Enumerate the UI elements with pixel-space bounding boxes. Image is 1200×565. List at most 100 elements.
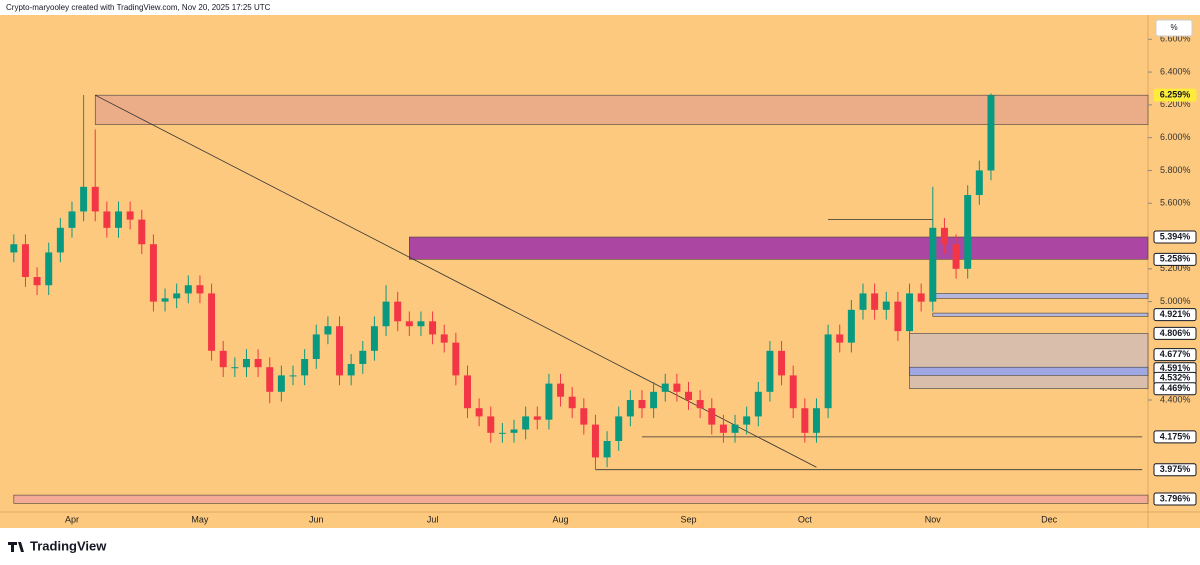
- candle-body: [161, 298, 169, 302]
- candle-body: [68, 211, 76, 228]
- candle-body: [417, 321, 425, 327]
- candle-body: [359, 350, 367, 364]
- candle-body: [603, 441, 611, 458]
- candle-body: [452, 342, 460, 376]
- price-badge-label: 4.469%: [1160, 383, 1191, 393]
- candle-body: [568, 396, 576, 409]
- candle-body: [91, 186, 99, 212]
- candle-body: [370, 326, 378, 351]
- candle-body: [626, 400, 634, 417]
- candle-body: [80, 186, 88, 212]
- candle-body: [405, 321, 413, 327]
- zone: [932, 293, 1149, 299]
- price-badge: [1153, 88, 1197, 102]
- candle-body: [301, 359, 309, 376]
- candle-body: [766, 350, 774, 392]
- candle-body: [289, 375, 297, 377]
- candle-body: [533, 416, 541, 420]
- candle-body: [312, 334, 320, 360]
- footer-bar: [0, 528, 1200, 565]
- drawn-line: [95, 94, 817, 468]
- candle-body: [987, 95, 995, 171]
- candle-body: [219, 350, 227, 368]
- candle-body: [487, 416, 495, 433]
- candle-body: [149, 244, 157, 302]
- candle-body: [545, 383, 553, 420]
- candle-body: [440, 334, 448, 343]
- candle-body: [952, 244, 960, 269]
- x-tick-label: Sep: [681, 514, 697, 524]
- price-badge-label: 4.921%: [1160, 309, 1191, 319]
- price-badge-label: 3.975%: [1160, 464, 1191, 474]
- candle-body: [266, 367, 274, 392]
- candle-body: [33, 277, 41, 286]
- zone: [13, 494, 1149, 504]
- candle-body: [743, 416, 751, 425]
- footer-logo: TradingView: [30, 538, 107, 553]
- candle-body: [10, 244, 18, 253]
- candle-body: [964, 195, 972, 269]
- x-tick-label: Jun: [309, 514, 324, 524]
- x-tick-label: Nov: [925, 514, 942, 524]
- price-badge: [1153, 430, 1197, 444]
- candle-body: [208, 293, 216, 351]
- candle-body: [382, 301, 390, 327]
- header-text: Crypto-maryooley created with TradingVie…: [6, 3, 271, 12]
- price-badge-label: 5.394%: [1160, 231, 1191, 241]
- candle-body: [801, 408, 809, 433]
- candle-body: [708, 408, 716, 425]
- candle-body: [673, 383, 681, 392]
- scale-button[interactable]: [1155, 19, 1193, 37]
- candle-body: [242, 359, 250, 368]
- candle-body: [661, 383, 669, 392]
- candle-body: [824, 334, 832, 409]
- y-tick-label: 6.200%: [1160, 99, 1191, 109]
- candle-body: [591, 424, 599, 458]
- x-tick-label: Aug: [553, 514, 569, 524]
- candle-body: [347, 363, 355, 376]
- candle-body: [196, 285, 204, 294]
- candle-body: [429, 321, 437, 335]
- price-badge-label: 4.806%: [1160, 328, 1191, 338]
- candle-body: [557, 383, 565, 397]
- price-badge-label: 6.259%: [1160, 90, 1191, 100]
- y-tick-label: 4.400%: [1160, 394, 1191, 404]
- candle-body: [836, 334, 844, 343]
- x-tick-label: Apr: [65, 514, 79, 524]
- candle-body: [45, 252, 53, 286]
- candle-body: [894, 301, 902, 332]
- candle-body: [522, 416, 530, 430]
- candle-body: [638, 400, 646, 409]
- candle-body: [650, 391, 658, 409]
- candle-body: [859, 293, 867, 310]
- zone: [94, 94, 1149, 125]
- price-badge-label: 3.796%: [1160, 493, 1191, 503]
- price-badge: [1153, 463, 1197, 477]
- price-badge-label: 4.175%: [1160, 431, 1191, 441]
- price-badge-label: 4.532%: [1160, 373, 1191, 383]
- x-tick-label: May: [191, 514, 209, 524]
- price-badge-label: 4.591%: [1160, 363, 1191, 373]
- price-badge: [1153, 382, 1197, 396]
- candle-body: [789, 375, 797, 409]
- plot-area: 6.600% 6.400% 6.200% 6.000% 5.800% 5.600% 5.20…: [0, 15, 1200, 528]
- candle-body: [324, 326, 332, 335]
- candle-body: [754, 391, 762, 417]
- candle-body: [812, 408, 820, 433]
- scale-button-label[interactable]: %: [1170, 23, 1177, 32]
- price-badge: [1153, 252, 1197, 266]
- candle-body: [126, 211, 134, 220]
- price-badge-label: 4.677%: [1160, 349, 1191, 359]
- candle-body: [475, 408, 483, 417]
- candle-body: [685, 391, 692, 401]
- zone: [409, 236, 1149, 260]
- candle-body: [615, 416, 623, 441]
- zone: [932, 312, 1149, 317]
- x-tick-label: Oct: [798, 514, 813, 524]
- price-badge: [1153, 308, 1197, 322]
- y-tick-label: 5.600%: [1160, 198, 1191, 208]
- candle-body: [882, 301, 890, 310]
- candle-body: [731, 424, 739, 433]
